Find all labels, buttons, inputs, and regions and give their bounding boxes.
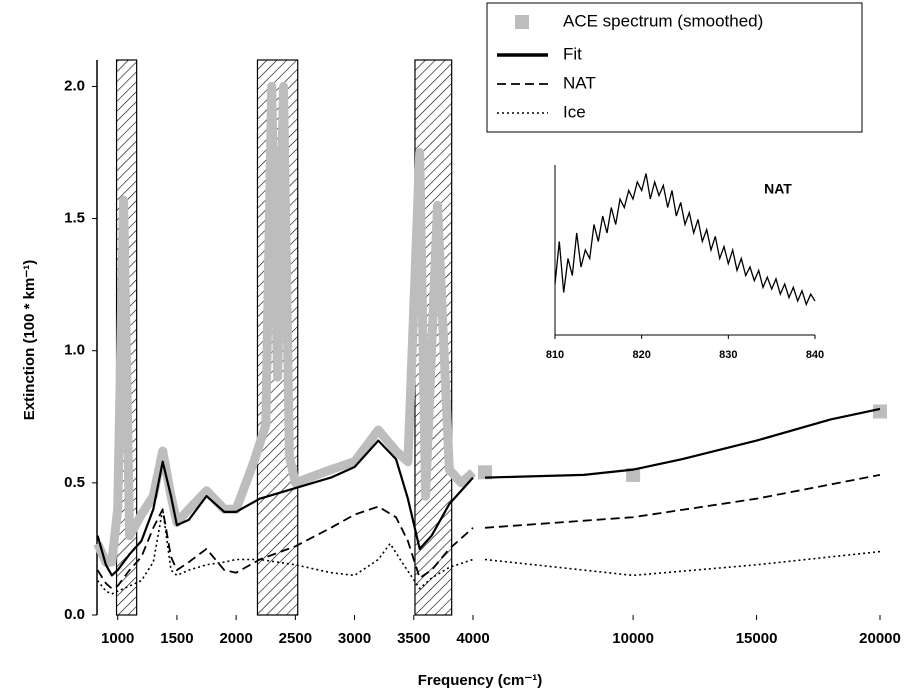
x-tick-label: 3500 xyxy=(397,630,430,647)
series-line xyxy=(96,439,474,577)
ace-marker xyxy=(873,404,887,419)
y-axis-label: Extinction (100 * km⁻¹) xyxy=(21,260,38,420)
x-tick-label: 2500 xyxy=(279,630,312,647)
legend-box xyxy=(486,2,863,133)
series-line xyxy=(484,550,881,577)
legend-label: Ice xyxy=(563,102,586,121)
legend-label: Fit xyxy=(563,44,582,63)
y-tick-label: 0.0 xyxy=(64,606,85,623)
series-line xyxy=(96,508,474,595)
series-line xyxy=(96,505,474,590)
series-line xyxy=(484,407,881,479)
x-tick-label: 1000 xyxy=(101,630,134,647)
x-tick-label: 4000 xyxy=(456,630,489,647)
y-tick-label: 0.5 xyxy=(64,474,85,491)
legend-symbol xyxy=(515,15,529,29)
inset-x-tick-label: 840 xyxy=(806,349,824,361)
x-tick-label: 2000 xyxy=(219,630,252,647)
inset-x-tick-label: 820 xyxy=(632,349,650,361)
legend-label: NAT xyxy=(563,73,596,92)
y-tick-label: 2.0 xyxy=(64,77,85,94)
x-tick-label: 15000 xyxy=(736,630,778,647)
x-axis-label: Frequency (cm⁻¹) xyxy=(418,672,543,689)
ace-marker xyxy=(478,465,492,480)
inset-x-tick-label: 810 xyxy=(546,349,564,361)
x-tick-label: 10000 xyxy=(612,630,654,647)
x-tick-label: 3000 xyxy=(338,630,371,647)
series-line xyxy=(484,474,881,529)
legend-label: ACE spectrum (smoothed) xyxy=(563,11,763,30)
x-tick-label: 1500 xyxy=(160,630,193,647)
y-tick-label: 1.0 xyxy=(64,342,85,359)
x-tick-label: 20000 xyxy=(859,630,901,647)
inset-x-tick-label: 830 xyxy=(719,349,737,361)
series-line xyxy=(93,81,477,567)
inset-line xyxy=(554,173,816,307)
inset-title: NAT xyxy=(764,181,792,197)
y-tick-label: 1.5 xyxy=(64,210,85,227)
ace-marker xyxy=(626,467,641,482)
